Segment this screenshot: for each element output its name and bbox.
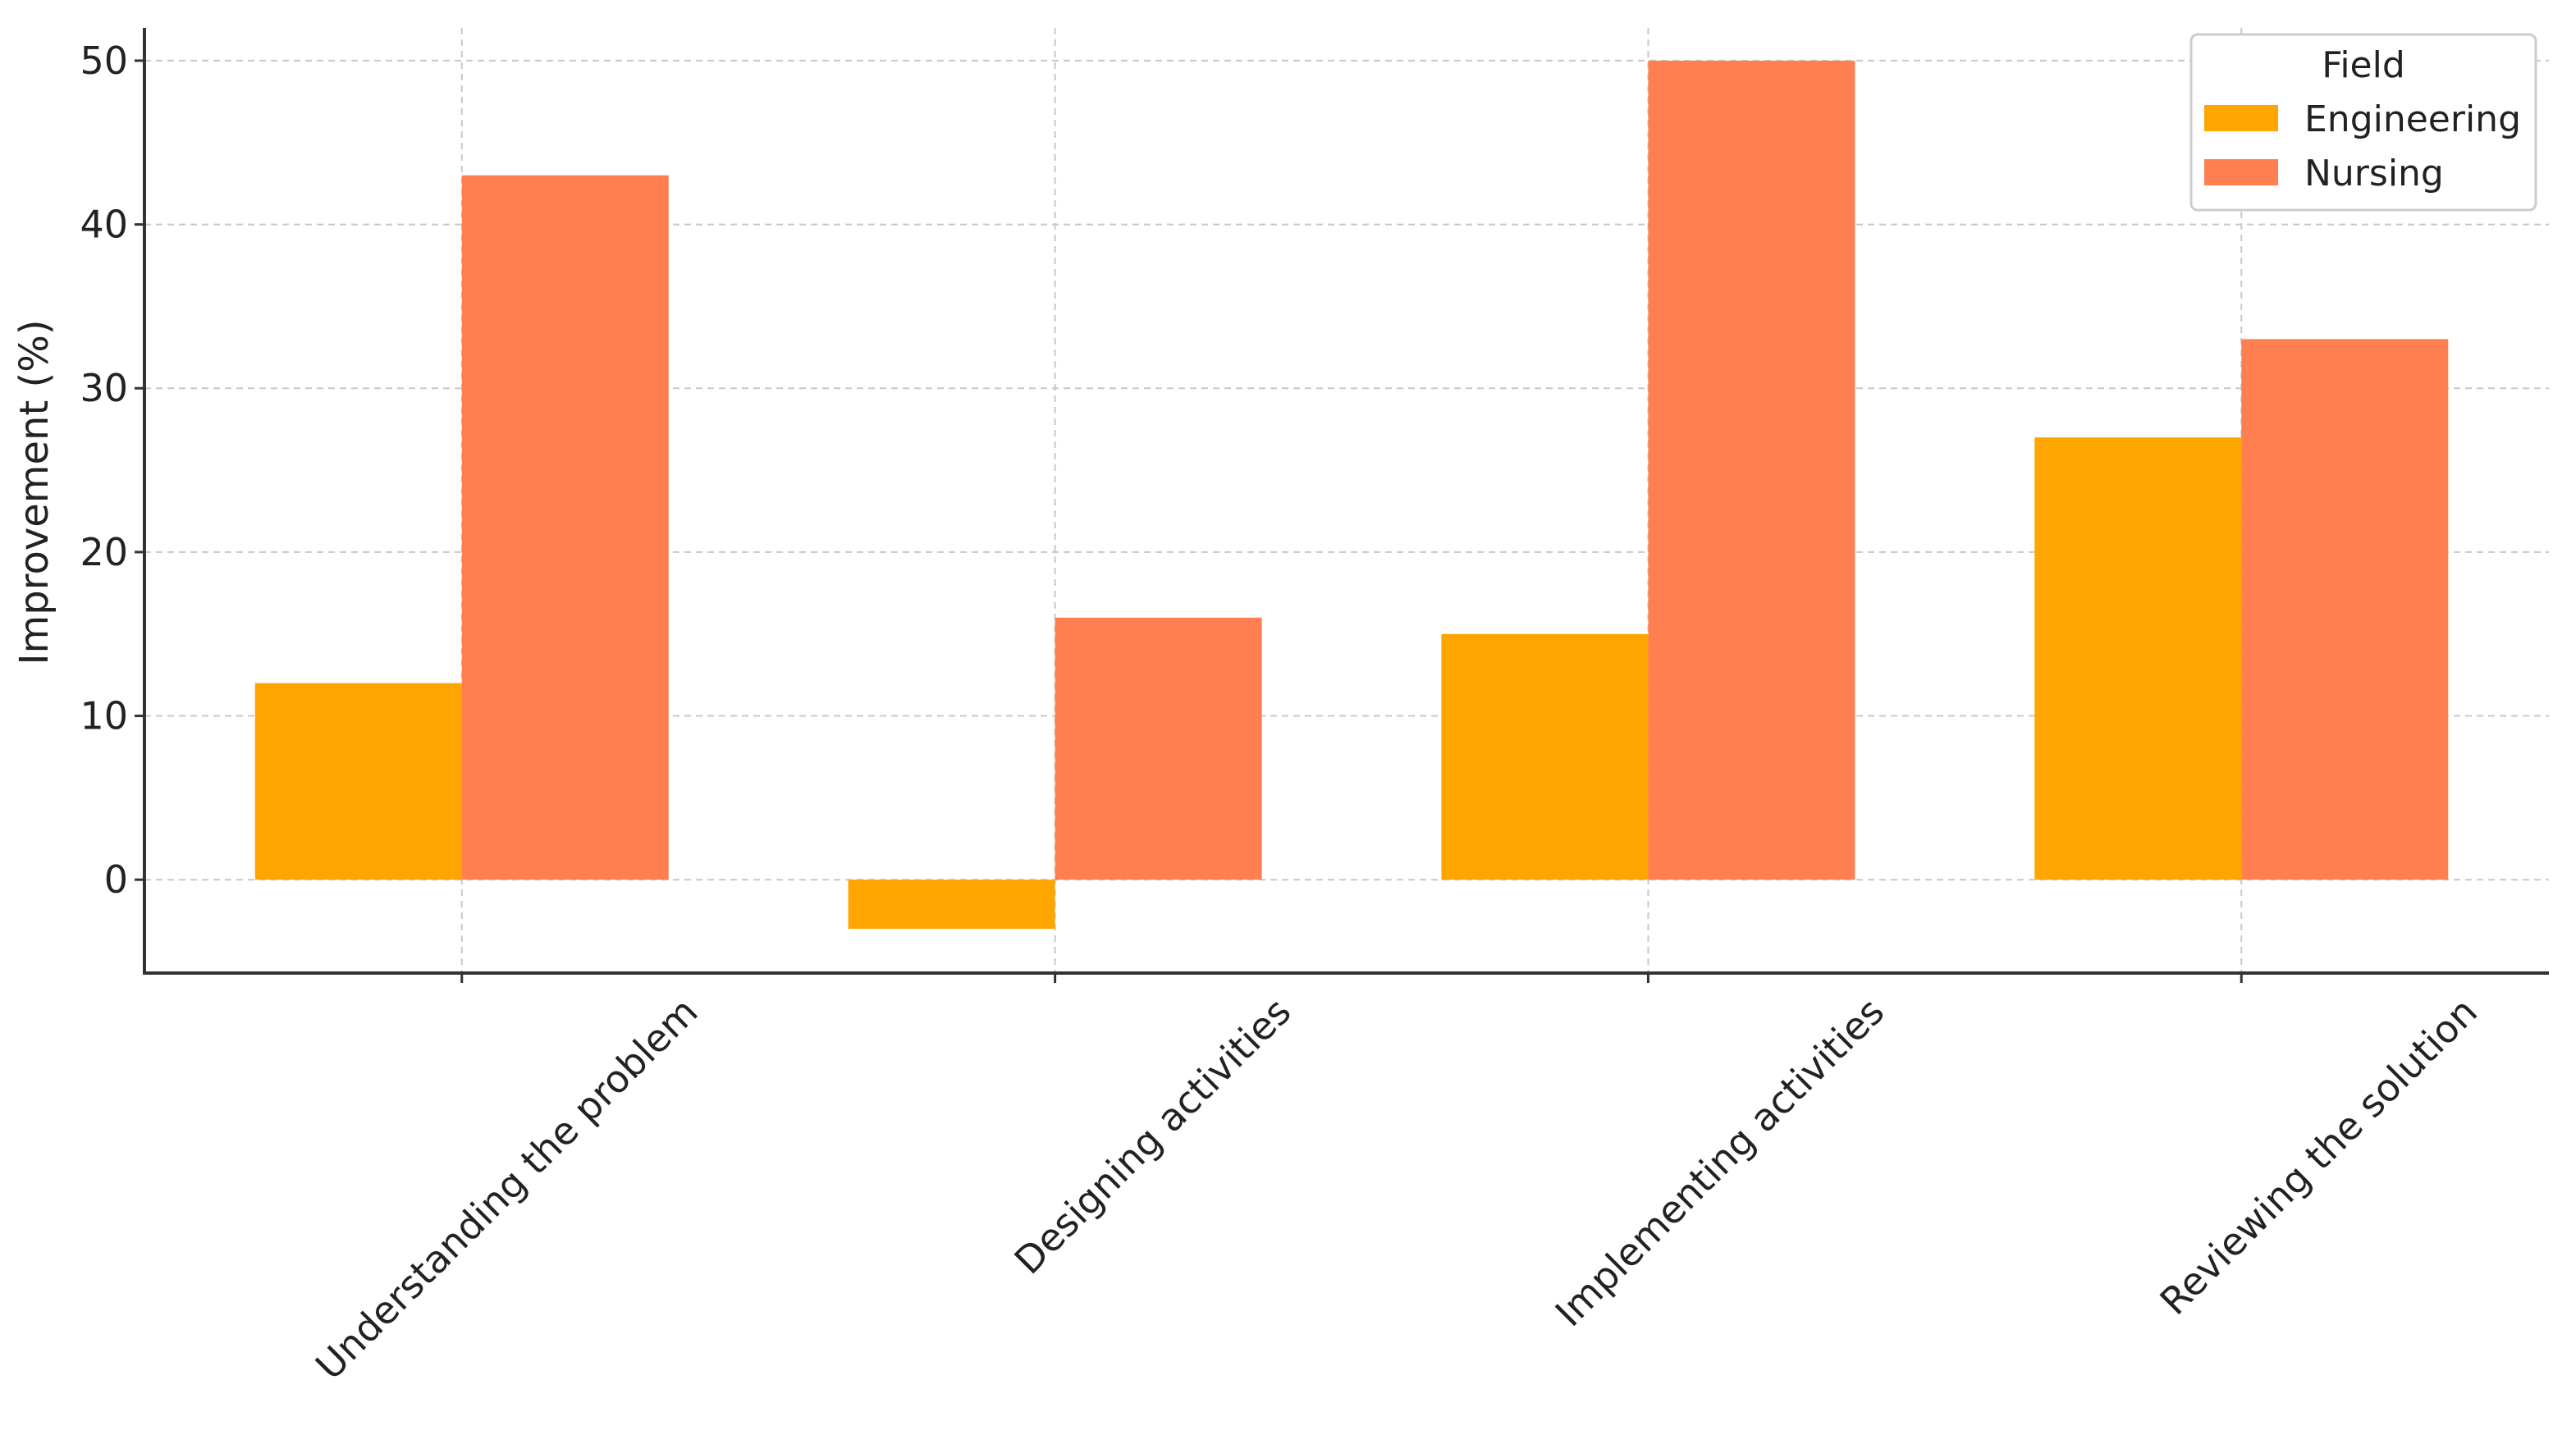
legend-label-nursing: Nursing	[2304, 153, 2444, 194]
legend: Field Engineering Nursing	[2189, 33, 2537, 212]
x-tick-label: Understanding the problem	[307, 989, 706, 1388]
legend-title: Field	[2322, 44, 2405, 86]
x-tick-label: Implementing activities	[1547, 989, 1893, 1336]
bar-engineering-4	[2034, 437, 2242, 880]
bar-nursing-4	[2241, 339, 2449, 880]
bar-layer	[254, 60, 2449, 930]
legend-label-engineering: Engineering	[2304, 98, 2521, 140]
legend-swatch-engineering	[2204, 105, 2278, 131]
x-tick-label: Designing activities	[1006, 989, 1300, 1283]
axis-layer	[135, 28, 2549, 983]
y-axis-title: Improvement (%)	[11, 319, 57, 665]
x-tick-label: Reviewing the solution	[2152, 989, 2486, 1323]
bar-engineering-2	[848, 880, 1055, 930]
bar-nursing-2	[1055, 617, 1262, 880]
bar-engineering-1	[254, 683, 462, 880]
legend-swatch-nursing	[2204, 159, 2278, 185]
bar-nursing-1	[461, 175, 669, 880]
y-tick-label: 30	[80, 366, 128, 410]
bar-engineering-3	[1441, 633, 1649, 880]
bar-nursing-3	[1648, 60, 1855, 880]
y-tick-label: 40	[80, 203, 128, 247]
y-tick-label: 0	[104, 857, 128, 902]
y-tick-label: 20	[80, 530, 128, 574]
legend-entries: Engineering Nursing	[2204, 98, 2521, 194]
y-tick-label: 10	[80, 694, 128, 738]
y-tick-label: 50	[80, 39, 128, 83]
